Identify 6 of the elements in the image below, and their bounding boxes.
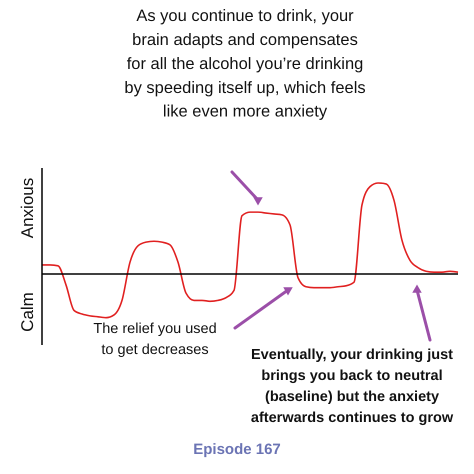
text: Anxious xyxy=(18,178,37,238)
chart-title: As you continue to drink, your brain adapts and compensates for all the alcohol you’re drinking by speeding itself up, which feels like even more anxiety xyxy=(124,7,366,121)
text: Episode 167 xyxy=(193,441,281,458)
text: The relief you used to get decreases xyxy=(93,321,217,358)
text: Calm xyxy=(18,292,37,332)
text: Eventually, your drinking just brings you back to neutral (baseline) but the anxiety afterwards continues to grow xyxy=(250,347,454,426)
